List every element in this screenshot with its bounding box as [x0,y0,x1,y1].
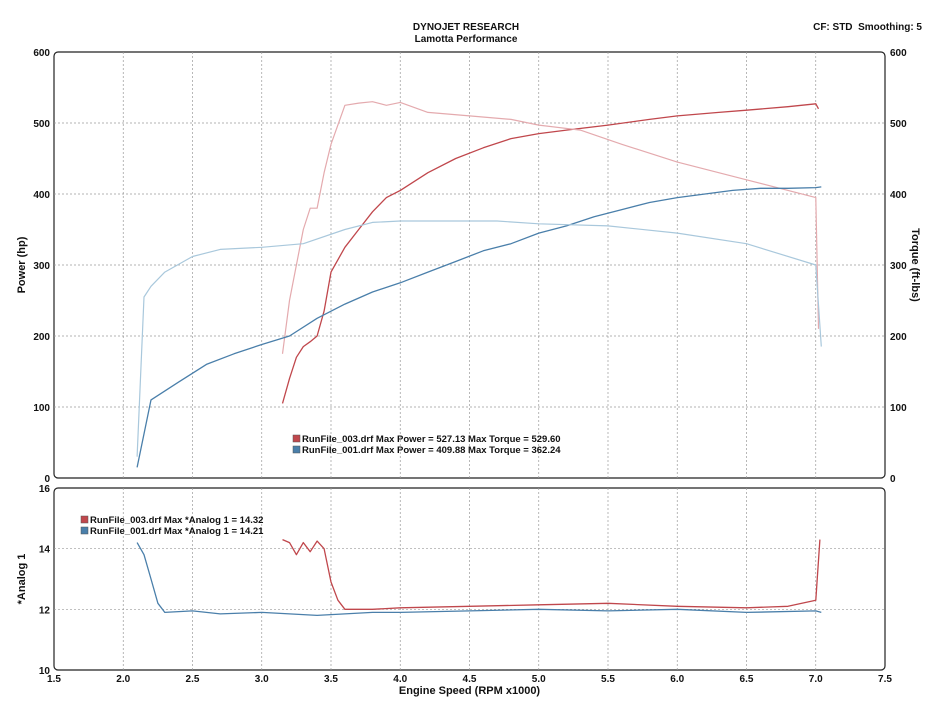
y2-axis-label: Torque (ft-lbs) [909,228,921,302]
smoothing-label: Smoothing: 5 [858,22,922,33]
x-tick-label: 2.5 [186,674,200,685]
y-tick-label: 300 [33,261,50,272]
y2-tick-label: 500 [890,119,907,130]
y-tick-label: 0 [44,474,50,485]
y2-tick-label: 0 [890,474,896,485]
y2-tick-label: 300 [890,261,907,272]
legend-entry-run001: RunFile_001.drf Max Power = 409.88 Max T… [302,445,561,456]
x-tick-label: 7.5 [878,674,892,685]
analog-y-tick-label: 12 [39,605,51,616]
legend-entry-run003: RunFile_003.drf Max Power = 527.13 Max T… [302,434,561,445]
x-tick-label: 7.0 [809,674,823,685]
analog-legend-swatch-run003 [80,515,89,524]
x-tick-label: 6.5 [740,674,754,685]
y-tick-label: 100 [33,403,50,414]
cf-label: CF: STD [813,22,853,33]
y2-tick-label: 200 [890,332,907,343]
y-tick-label: 500 [33,119,50,130]
run001-power-line [136,186,822,468]
y-tick-label: 600 [33,48,50,59]
y2-tick-label: 100 [890,403,907,414]
x-tick-label: 5.5 [601,674,615,685]
run003-power-line [281,103,820,404]
legend-swatch-run003 [292,434,301,443]
run003-analog-line [282,539,821,610]
y-axis-label: Power (hp) [16,236,28,293]
analog-legend-entry-run003: RunFile_003.drf Max *Analog 1 = 14.32 [90,515,263,526]
y2-tick-label: 400 [890,190,907,201]
x-tick-label: 3.5 [324,674,338,685]
analog-legend-entry-run001: RunFile_001.drf Max *Analog 1 = 14.21 [90,526,264,537]
chart-title: DYNOJET RESEARCH [412,22,520,33]
x-axis-label: Engine Speed (RPM x1000) [399,685,541,697]
x-tick-label: 2.0 [116,674,130,685]
chart-subtitle: Lamotta Performance [414,34,518,45]
x-tick-label: 3.0 [255,674,269,685]
y2-tick-label: 600 [890,48,907,59]
legend-swatch-run001 [292,445,301,454]
y-tick-label: 200 [33,332,50,343]
x-tick-label: 6.0 [670,674,684,685]
x-tick-label: 4.5 [463,674,477,685]
run001-torque-line [136,220,822,457]
x-tick-label: 5.0 [532,674,546,685]
analog-legend-swatch-run001 [80,526,89,535]
x-tick-label: 4.0 [393,674,407,685]
x-tick-label: 1.5 [47,674,61,685]
correction-smoothing-label: CF: STD Smoothing: 5 [813,22,922,33]
run003-torque-line [281,101,820,354]
y-tick-label: 400 [33,190,50,201]
analog-y-tick-label: 14 [39,545,51,556]
analog-y-tick-label: 10 [39,666,51,677]
analog-y-axis-label: *Analog 1 [16,554,28,605]
run001-analog-line [136,542,822,617]
analog-y-tick-label: 16 [39,484,51,495]
